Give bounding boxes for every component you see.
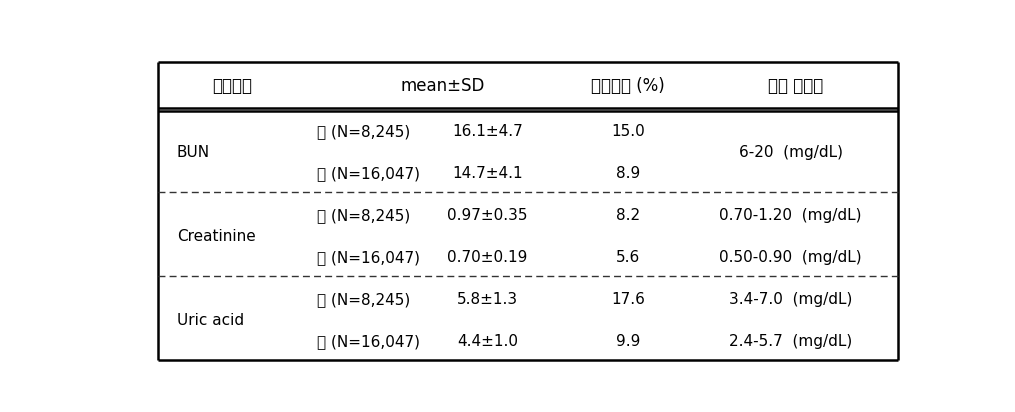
Text: Uric acid: Uric acid <box>177 314 244 328</box>
Text: 9.9: 9.9 <box>616 335 640 349</box>
Text: 15.0: 15.0 <box>611 124 645 139</box>
Text: 8.2: 8.2 <box>616 208 639 223</box>
Text: 4.4±1.0: 4.4±1.0 <box>457 335 518 349</box>
Text: 5.8±1.3: 5.8±1.3 <box>457 293 518 307</box>
Text: 남 (N=8,245): 남 (N=8,245) <box>318 208 410 223</box>
Text: 정상 참고치: 정상 참고치 <box>768 77 823 96</box>
Text: 0.97±0.35: 0.97±0.35 <box>448 208 528 223</box>
Text: 유소견률 (%): 유소견률 (%) <box>591 77 665 96</box>
Text: 0.50-0.90  (mg/dL): 0.50-0.90 (mg/dL) <box>720 250 862 265</box>
Text: 8.9: 8.9 <box>616 166 640 181</box>
Text: 0.70±0.19: 0.70±0.19 <box>448 250 528 265</box>
Text: 14.7±4.1: 14.7±4.1 <box>452 166 523 181</box>
Text: 검사항목: 검사항목 <box>212 77 253 96</box>
Text: 5.6: 5.6 <box>616 250 640 265</box>
Text: 16.1±4.7: 16.1±4.7 <box>452 124 523 139</box>
Text: 3.4-7.0  (mg/dL): 3.4-7.0 (mg/dL) <box>729 293 853 307</box>
Text: 17.6: 17.6 <box>611 293 645 307</box>
Text: mean±SD: mean±SD <box>401 77 485 96</box>
Text: 0.70-1.20  (mg/dL): 0.70-1.20 (mg/dL) <box>720 208 862 223</box>
Text: Creatinine: Creatinine <box>177 229 256 244</box>
Text: 2.4-5.7  (mg/dL): 2.4-5.7 (mg/dL) <box>729 335 853 349</box>
Text: 여 (N=16,047): 여 (N=16,047) <box>318 250 420 265</box>
Text: 6-20  (mg/dL): 6-20 (mg/dL) <box>739 145 842 160</box>
Text: 남 (N=8,245): 남 (N=8,245) <box>318 124 410 139</box>
Text: 여 (N=16,047): 여 (N=16,047) <box>318 166 420 181</box>
Text: 여 (N=16,047): 여 (N=16,047) <box>318 335 420 349</box>
Text: 남 (N=8,245): 남 (N=8,245) <box>318 293 410 307</box>
Text: BUN: BUN <box>177 145 210 160</box>
